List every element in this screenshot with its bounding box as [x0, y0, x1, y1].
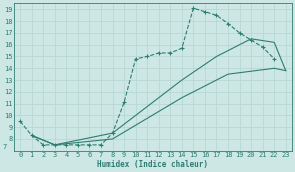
X-axis label: Humidex (Indice chaleur): Humidex (Indice chaleur) [97, 159, 209, 169]
Text: 7: 7 [2, 144, 6, 150]
